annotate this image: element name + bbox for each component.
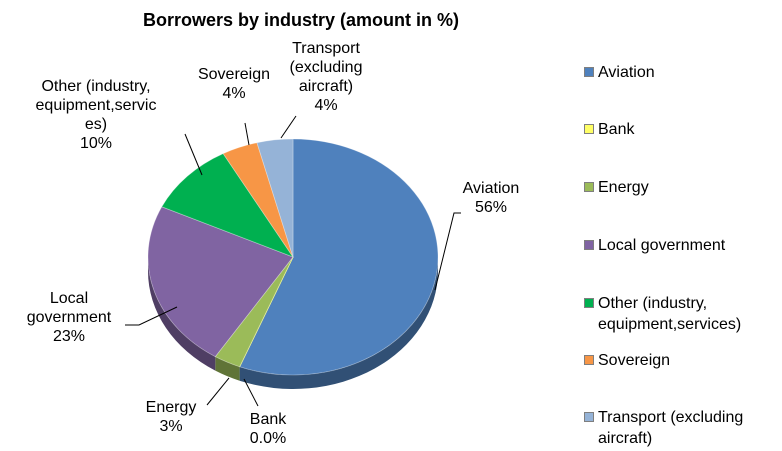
pie-slice-sovereign xyxy=(222,142,294,258)
leader-line-local-government xyxy=(125,306,178,326)
data-label-line: 0.0% xyxy=(250,430,286,447)
data-label-line: Bank xyxy=(250,411,287,428)
pie-labels: Aviation 56% Bank 0.0% Energy 3% Local governme… xyxy=(27,40,520,447)
leader-line-other-industry-equipment-services xyxy=(184,133,203,176)
legend-swatch xyxy=(584,67,594,77)
data-label-local-government: Local government 23% xyxy=(27,290,112,345)
data-label-line: es) xyxy=(85,116,107,133)
pie-slices xyxy=(147,138,439,376)
data-label-line: Other (industry, xyxy=(41,78,150,95)
data-label-line: aircraft) xyxy=(299,78,353,95)
legend-label: Local government xyxy=(598,237,726,254)
chart-title-text: Borrowers by industry (amount in %) xyxy=(142,10,460,30)
leader-line-sovereign xyxy=(244,122,250,146)
pie-depth-energy xyxy=(215,356,240,381)
data-label-line: 10% xyxy=(80,135,112,152)
legend-swatch xyxy=(584,412,594,422)
pie-leader-lines xyxy=(125,115,461,407)
data-label-line: Transport xyxy=(292,40,360,57)
data-label-transport-excluding-aircraft: Transport (excluding aircraft) 4% xyxy=(290,40,363,114)
data-label-sovereign: Sovereign 4% xyxy=(198,66,270,102)
legend-swatch xyxy=(584,240,594,250)
legend-label: Sovereign xyxy=(598,352,671,369)
legend-item-bank: Bank xyxy=(584,119,634,140)
legend-label: Energy xyxy=(598,179,649,196)
data-label-line: 4% xyxy=(222,85,245,102)
data-label-line: Energy xyxy=(146,399,197,416)
leader-line-aviation xyxy=(434,212,461,291)
pie-slice-aviation xyxy=(239,138,439,376)
legend-item-sovereign: Sovereign xyxy=(584,350,670,371)
legend-swatch xyxy=(584,298,594,308)
legend-item-aviation: Aviation xyxy=(584,62,655,83)
legend-label: Aviation xyxy=(598,64,655,81)
data-label-aviation: Aviation 56% xyxy=(463,180,520,216)
pie-slice-energy xyxy=(214,256,294,368)
pie-depth-aviation xyxy=(239,257,438,390)
pie-slice-other-industry-equipment-services xyxy=(161,153,295,258)
legend-item-local-government: Local government xyxy=(584,235,725,256)
data-label-line: 23% xyxy=(53,328,85,345)
leader-line-transport-excluding-aircraft xyxy=(280,115,297,139)
leader-line-energy xyxy=(206,377,230,406)
data-label-line: 4% xyxy=(314,97,337,114)
data-label-line: (excluding xyxy=(290,59,363,76)
data-label-line: 3% xyxy=(159,418,182,435)
data-label-line: government xyxy=(27,309,112,326)
legend-item-other-industry-equipment-services: Other (industry, equipment,services) xyxy=(584,293,741,335)
legend-label: Bank xyxy=(598,121,635,138)
data-label-other-industry-equipment-services: Other (industry, equipment,servic es) 10% xyxy=(36,78,157,152)
legend-item-transport-excluding-aircraft: Transport (excluding aircraft) xyxy=(584,407,743,449)
legend-swatch xyxy=(584,182,594,192)
data-label-line: Sovereign xyxy=(198,66,270,83)
data-label-bank: Bank 0.0% xyxy=(250,411,287,447)
pie-slice-bank xyxy=(239,256,294,367)
data-label-line: Aviation xyxy=(463,180,520,197)
data-label-line: Local xyxy=(50,290,88,307)
pie-slice-local-government xyxy=(147,206,294,358)
data-label-energy: Energy 3% xyxy=(146,399,197,435)
legend-label: Other (industry, equipment,services) xyxy=(598,295,742,333)
pie-slice-transport-excluding-aircraft xyxy=(256,138,294,258)
legend-label: Transport (excluding aircraft) xyxy=(598,409,744,447)
legend-swatch xyxy=(584,124,594,134)
data-label-line: 56% xyxy=(475,199,507,216)
legend-item-energy: Energy xyxy=(584,177,649,198)
data-label-line: equipment,servic xyxy=(36,97,157,114)
chart-title: Borrowers by industry (amount in %) xyxy=(0,10,782,31)
legend-swatch xyxy=(584,355,594,365)
leader-line-bank xyxy=(243,378,259,407)
